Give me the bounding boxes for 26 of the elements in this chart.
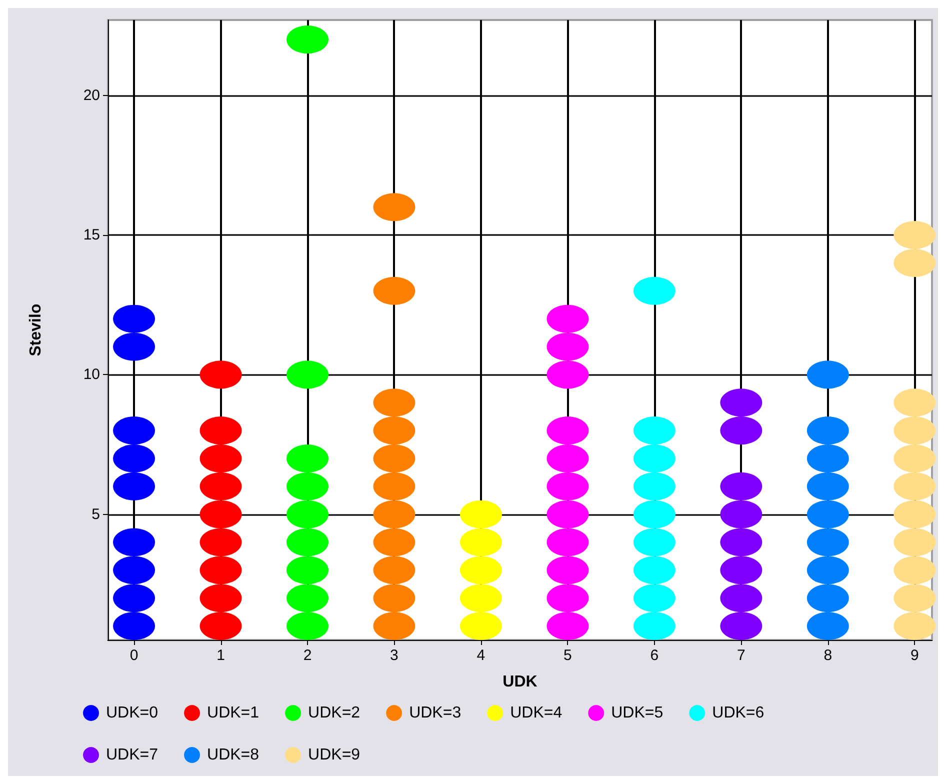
- x-tick-label: 3: [390, 647, 398, 664]
- legend-label: UDK=3: [409, 704, 462, 722]
- legend-label: UDK=9: [308, 746, 360, 764]
- x-tick-label: 6: [650, 647, 659, 664]
- legend-label: UDK=0: [106, 704, 158, 722]
- y-axis-title: Stevilo: [28, 304, 44, 356]
- legend-label: UDK=8: [207, 746, 260, 764]
- y-tick-label: 20: [83, 86, 100, 104]
- x-tick-label: 0: [130, 647, 138, 664]
- y-tick-label: 10: [83, 366, 100, 384]
- legend-label: UDK=1: [207, 704, 260, 722]
- x-tick-label: 8: [824, 647, 832, 664]
- x-axis-title: UDK: [502, 674, 538, 690]
- legend-label: UDK=7: [106, 746, 158, 764]
- legend-label: UDK=2: [308, 704, 360, 722]
- legend-label: UDK=5: [611, 704, 664, 722]
- y-tick-label: 15: [83, 226, 100, 244]
- x-tick-label: 7: [737, 647, 746, 664]
- x-tick-label: 1: [216, 647, 225, 664]
- y-tick-label: 5: [92, 506, 100, 523]
- x-tick-label: 9: [910, 647, 919, 664]
- x-tick-label: 2: [303, 647, 312, 664]
- x-tick-label: 4: [476, 647, 486, 664]
- x-tick-label: 5: [564, 647, 572, 664]
- legend-label: UDK=4: [510, 704, 562, 722]
- legend-label: UDK=6: [712, 704, 764, 722]
